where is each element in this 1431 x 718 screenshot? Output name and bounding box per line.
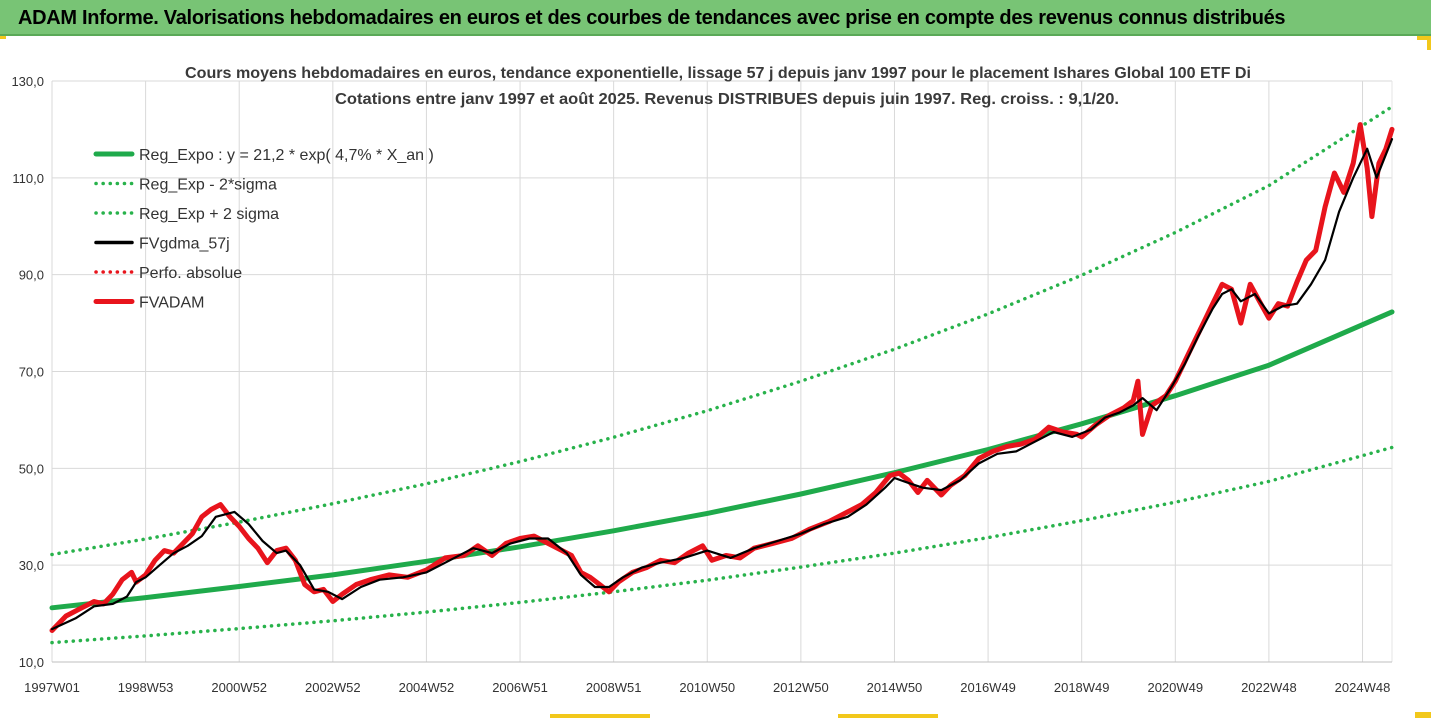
x-tick-label: 2012W50 xyxy=(773,680,829,695)
x-tick-label: 2018W49 xyxy=(1054,680,1110,695)
x-tick-label: 2020W49 xyxy=(1147,680,1203,695)
corner-mark-bottom-center-1 xyxy=(550,714,650,718)
axes: Cours moyens hebdomadaires en euros, ten… xyxy=(11,65,1392,695)
corner-mark-bottom-center-2 xyxy=(838,714,938,718)
x-tick-label: 2022W48 xyxy=(1241,680,1297,695)
header-bar: ADAM Informe. Valorisations hebdomadaire… xyxy=(0,0,1431,36)
x-tick-label: 2004W52 xyxy=(399,680,455,695)
grid-lines xyxy=(51,80,1393,663)
x-tick-label: 2008W51 xyxy=(586,680,642,695)
y-tick-label: 10,0 xyxy=(19,655,44,670)
legend-label: Reg_Expo : y = 21,2 * exp( 4,7% * X_an ) xyxy=(139,147,434,164)
y-tick-label: 90,0 xyxy=(19,268,44,283)
x-tick-label: 1998W53 xyxy=(118,680,174,695)
x-tick-label: 2006W51 xyxy=(492,680,548,695)
y-tick-label: 70,0 xyxy=(19,365,44,380)
chart: Cours moyens hebdomadaires en euros, ten… xyxy=(11,65,1395,695)
corner-mark-top-left xyxy=(0,36,6,39)
x-tick-label: 2016W49 xyxy=(960,680,1016,695)
legend-label: Perfo. absolue xyxy=(139,265,242,282)
x-tick-label: 2002W52 xyxy=(305,680,361,695)
legend-label: Reg_Exp + 2 sigma xyxy=(139,206,279,223)
corner-mark-bottom-right xyxy=(1415,712,1431,718)
legend-label: FVADAM xyxy=(139,295,204,312)
x-tick-label: 2024W48 xyxy=(1335,680,1391,695)
y-tick-label: 30,0 xyxy=(19,558,44,573)
legend-label: Reg_Exp - 2*sigma xyxy=(139,177,277,194)
y-tick-label: 50,0 xyxy=(19,461,44,476)
series-line xyxy=(50,104,1394,557)
series-layer xyxy=(49,104,1395,645)
x-tick-label: 2014W50 xyxy=(867,680,923,695)
legend: Reg_Expo : y = 21,2 * exp( 4,7% * X_an )… xyxy=(93,147,434,312)
corner-mark-top-right xyxy=(1417,36,1431,40)
series-line xyxy=(50,445,1394,645)
y-tick-label: 110,0 xyxy=(12,171,44,186)
y-tick-label: 130,0 xyxy=(11,74,44,89)
chart-subtitle: Cotations entre janv 1997 et août 2025. … xyxy=(335,91,1119,108)
legend-label: FVgdma_57j xyxy=(139,236,230,253)
header-title: ADAM Informe. Valorisations hebdomadaire… xyxy=(18,7,1286,29)
x-tick-label: 2000W52 xyxy=(211,680,267,695)
series-line xyxy=(50,138,1394,631)
x-tick-label: 1997W01 xyxy=(24,680,80,695)
chart-title: Cours moyens hebdomadaires en euros, ten… xyxy=(185,65,1251,82)
corner-mark-right xyxy=(1427,36,1431,50)
series-line xyxy=(49,309,1395,611)
x-tick-label: 2010W50 xyxy=(679,680,735,695)
